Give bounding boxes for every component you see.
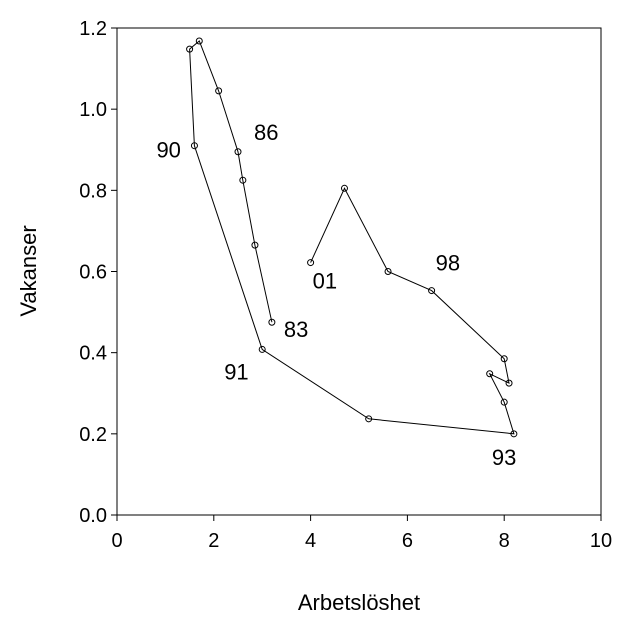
- data-point: [365, 415, 373, 423]
- y-axis-title: Vakanser: [16, 225, 41, 316]
- data-point: [239, 176, 247, 184]
- y-tick-label: 0.6: [79, 262, 107, 284]
- data-point: [195, 37, 203, 45]
- year-label: 83: [284, 317, 308, 342]
- data-point: [258, 345, 266, 353]
- y-tick-label: 1.0: [79, 99, 107, 121]
- data-point: [505, 379, 513, 387]
- data-point: [384, 268, 392, 275]
- data-point: [500, 398, 508, 406]
- year-label: 90: [156, 138, 180, 163]
- data-point: [428, 287, 436, 295]
- data-point: [500, 355, 508, 363]
- data-point: [190, 142, 198, 150]
- data-point: [486, 370, 494, 378]
- data-point: [510, 430, 518, 438]
- x-tick-label: 2: [208, 530, 219, 552]
- data-point: [234, 148, 242, 156]
- data-point: [340, 184, 348, 192]
- data-point: [268, 318, 276, 326]
- y-tick-label: 0.2: [79, 424, 107, 446]
- year-label: 91: [224, 359, 248, 384]
- x-tick-label: 8: [499, 530, 510, 552]
- x-tick-label: 10: [590, 530, 612, 552]
- series-points: [186, 37, 518, 438]
- y-tick-label: 0.8: [79, 180, 107, 202]
- x-axis-ticks: 0 2 4 6 8 10: [111, 515, 612, 552]
- data-point: [215, 87, 223, 95]
- data-point: [186, 45, 194, 53]
- x-axis-title: Arbetslöshet: [298, 590, 420, 615]
- series-line: [189, 40, 515, 435]
- year-label: 98: [436, 251, 460, 276]
- year-label: 93: [492, 445, 516, 470]
- data-point: [251, 241, 259, 249]
- y-tick-label: 0.0: [79, 505, 107, 527]
- data-point: [307, 259, 315, 267]
- y-tick-label: 1.2: [79, 18, 107, 40]
- year-label: 86: [254, 120, 278, 145]
- x-tick-label: 0: [111, 530, 122, 552]
- year-label: 01: [313, 269, 337, 294]
- x-tick-label: 4: [305, 530, 316, 552]
- year-annotations: 83 86 90 91 93 98 01: [156, 120, 516, 470]
- x-tick-label: 6: [402, 530, 413, 552]
- y-axis-ticks: 0.0 0.2 0.4 0.6 0.8 1.0 1.2: [79, 18, 117, 527]
- y-tick-label: 0.4: [79, 343, 107, 365]
- plot-frame: [116, 27, 602, 516]
